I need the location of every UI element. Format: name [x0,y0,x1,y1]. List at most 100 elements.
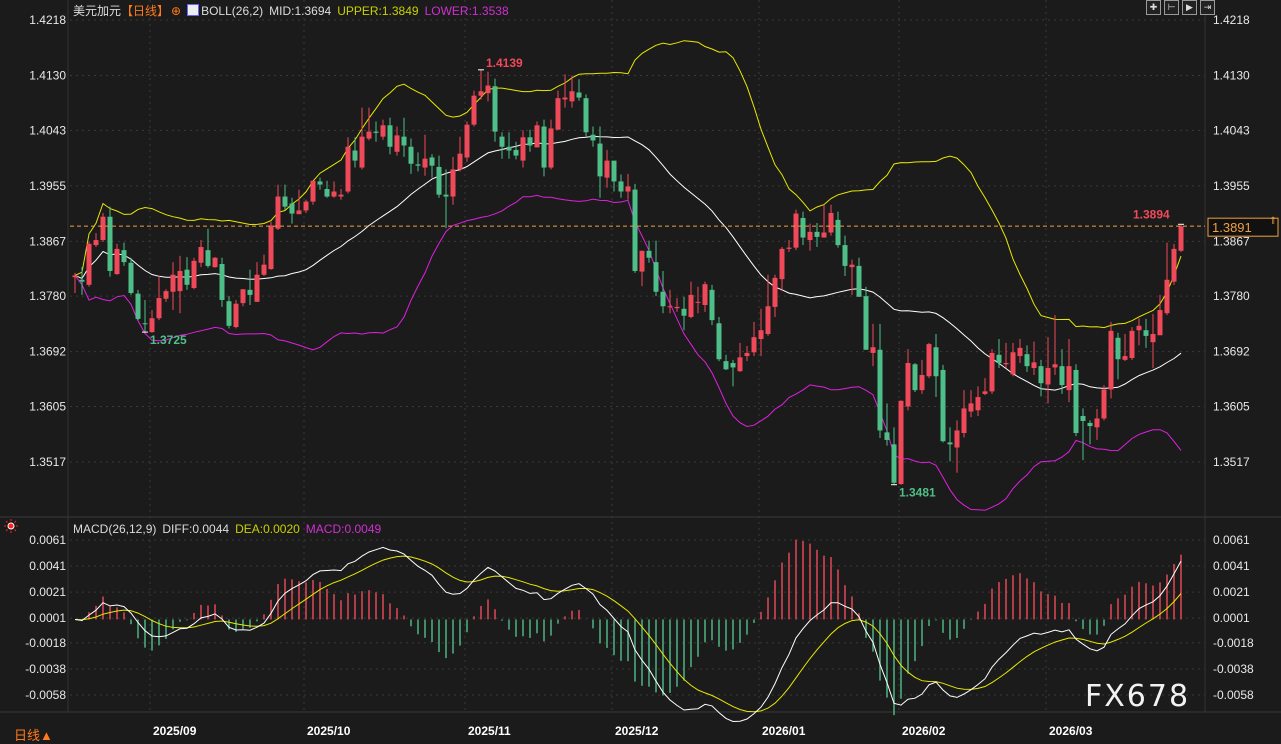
candle-body [1143,330,1149,336]
candle-body [345,146,351,192]
candle-body [723,361,729,370]
candle [590,126,596,147]
candle [408,138,414,174]
candle-body [1059,366,1065,386]
candle [1087,420,1093,445]
candles [72,69,1184,485]
macd-tick-left: -0.0038 [25,662,66,676]
zoom-range-icon[interactable]: ⊢ [1164,0,1179,15]
candle [884,403,890,446]
candle-body [604,160,610,178]
date-tick: 2025/12 [615,724,659,738]
macd-value: MACD:0.0049 [305,522,382,536]
candle-body [555,98,561,130]
indicator-settings-icon[interactable] [4,519,18,533]
candle [933,334,939,398]
candle-body [247,289,253,295]
candle-body [464,124,470,158]
candle-body [394,135,400,152]
candle [863,286,869,350]
macd-tick-left: 0.0021 [29,585,66,599]
price-tick-right: 1.4218 [1213,13,1250,27]
candle-body [989,352,995,392]
candle [751,322,757,357]
candle [1038,359,1044,397]
candle-body [1164,279,1170,314]
candle-body [814,231,820,237]
candle [205,228,211,268]
crosshair-icon[interactable]: ✚ [1146,0,1161,15]
candle [492,78,498,142]
play-range-icon[interactable]: ▶ [1182,0,1197,15]
candle-body [716,323,722,360]
candle [191,257,197,290]
candle [1080,408,1086,461]
candle-body [940,369,946,442]
candle [240,289,246,307]
candle-body [303,201,309,211]
candle-body [1101,389,1107,419]
period-label: 【日线】 [121,4,170,18]
candle-body [681,308,687,316]
price-tick-left: 1.3867 [29,234,66,248]
candle [744,345,750,362]
price-tick-right: 1.3780 [1213,289,1250,303]
candle [156,275,162,321]
candle-body [751,337,757,353]
candle [86,241,92,287]
settings-icon[interactable]: ⊕ [171,4,182,18]
candle-body [457,153,463,170]
candle [1010,342,1016,377]
boll-upper-line [74,40,1182,329]
candle-body [499,136,505,147]
price-tick-left: 1.4218 [29,13,66,27]
price-tick-right: 1.4043 [1213,123,1250,137]
candle [163,289,169,302]
move-right-icon[interactable]: ⇥ [1200,0,1215,15]
candle [555,90,561,130]
candle [317,177,323,190]
candle-body [142,323,148,325]
candle-body [527,137,533,146]
candle-body [1031,362,1037,369]
candle-body [947,442,953,445]
candle-body [576,92,582,98]
candle [660,270,666,314]
candle-body [107,216,113,271]
candle-body [128,262,134,294]
candle [1094,409,1100,440]
candle [268,221,274,270]
boll-upper: UPPER:1.3849 [337,4,419,18]
candle [1101,385,1107,421]
price-tick-left: 1.3692 [29,345,66,359]
candle-body [1052,364,1058,368]
candle-body [156,298,162,319]
scroll-up-icon[interactable]: ⇑ [1269,216,1277,227]
candle-body [1178,226,1184,251]
candle [835,211,841,248]
candle [653,240,659,297]
period-selector[interactable]: 日线▲ [14,728,53,743]
candle [212,257,218,268]
date-tick: 2025/11 [468,724,511,738]
price-tick-left: 1.3955 [29,179,66,193]
candle-body [968,403,974,412]
diff-line [74,546,1182,723]
candle [380,119,386,140]
macd-diff: DIFF:0.0044 [162,522,230,536]
candle-body [884,432,890,440]
candle-body [807,231,813,241]
candle [646,240,652,263]
candle-body [1094,418,1100,428]
candle [954,420,960,473]
candle [247,269,253,305]
macd-tick-left: 0.0001 [29,611,66,625]
candle [359,107,365,170]
candle-body [1017,347,1023,357]
candle [387,117,393,155]
price-tick-right: 1.3955 [1213,179,1250,193]
candle [975,386,981,416]
candle [1052,315,1058,375]
candle [828,204,834,236]
